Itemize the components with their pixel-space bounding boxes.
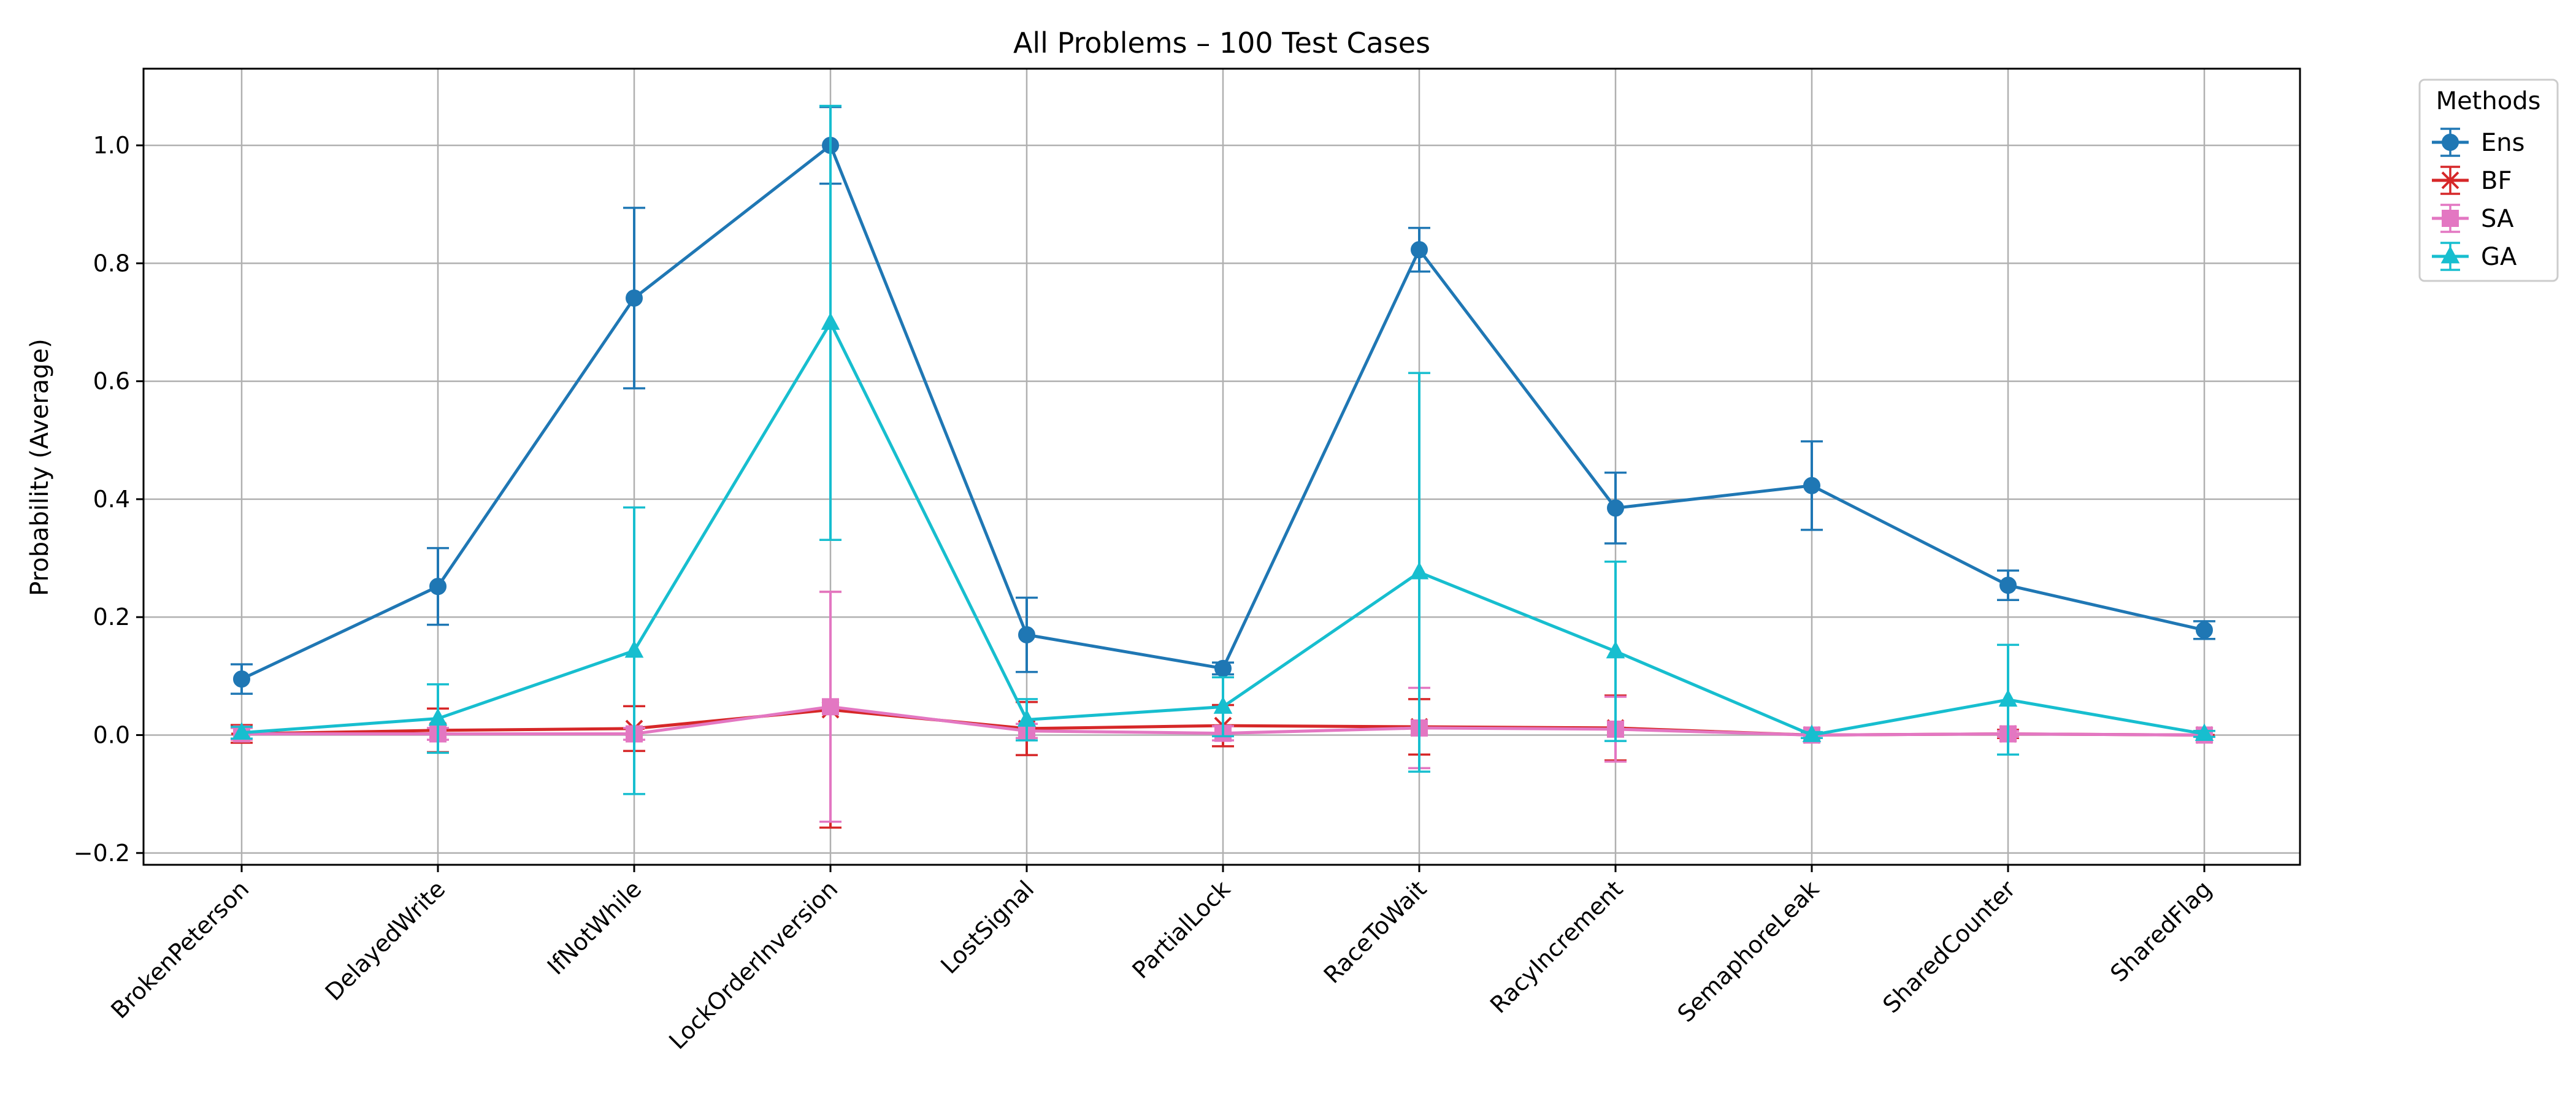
legend-marker-ens (2442, 134, 2459, 151)
legend-marker-bf (2440, 171, 2461, 190)
axes: −0.2 0.0 0.2 0.4 0.6 0.8 1.0 BrokenPeterson Dela… (74, 132, 2217, 1054)
x-tick-label: BrokenPeterson (105, 875, 254, 1024)
y-tick-label: 0.8 (93, 250, 130, 277)
x-tick-label: IfNotWhile (542, 875, 647, 980)
legend-item-sa: SA (2432, 204, 2514, 233)
legend-item-ga: GA (2432, 242, 2517, 271)
x-tick-label: SharedCounter (1877, 875, 2020, 1018)
y-tick-label: 0.0 (93, 721, 130, 748)
data-point-ens (1214, 659, 1232, 677)
chart-title: All Problems – 100 Test Cases (1013, 26, 1430, 59)
data-point-ens (429, 578, 447, 596)
data-point-ens (1411, 241, 1428, 259)
legend-items: Ens BF SA GA (2432, 128, 2524, 271)
data-point-ga (821, 312, 840, 330)
legend-marker-ga (2440, 245, 2460, 264)
data-point-ga (1409, 562, 1429, 580)
y-tick-label: 0.6 (93, 368, 130, 395)
legend-label-bf: BF (2481, 167, 2512, 195)
data-point-ens (1607, 499, 1624, 517)
data-point-ens (1999, 577, 2017, 594)
data-point-sa (822, 698, 839, 716)
legend-frame (2418, 79, 2559, 282)
data-point-ens (626, 289, 643, 307)
data-point-ens (1803, 477, 1820, 494)
x-tick-label: RacyIncrement (1485, 875, 1628, 1018)
data-point-ens (1018, 626, 1035, 644)
legend-label-sa: SA (2481, 205, 2514, 233)
plot-area (142, 67, 2301, 866)
x-tick-label: DelayedWrite (320, 875, 451, 1006)
data-point-ga (1998, 689, 2018, 707)
data-point-ga (2195, 723, 2214, 741)
data-point-ga (624, 640, 644, 658)
series-ga (231, 104, 2215, 795)
y-axis-label: Probability (Average) (26, 339, 54, 596)
y-tick-label: −0.2 (74, 840, 130, 867)
data-point-ga (428, 708, 448, 726)
legend-label-ga: GA (2481, 243, 2517, 271)
y-tick-label: 0.2 (93, 604, 130, 631)
data-point-ga (232, 722, 251, 740)
x-tick-label: LockOrderInversion (664, 875, 843, 1054)
x-tick-label: SharedFlag (2105, 875, 2217, 987)
series-ens (231, 105, 2215, 695)
data-point-ens (233, 670, 250, 688)
x-tick-label: SemaphoreLeak (1672, 875, 1824, 1027)
y-tick-label: 1.0 (93, 132, 130, 159)
x-tick-label: PartialLock (1127, 875, 1236, 984)
x-tick-label: LostSignal (935, 875, 1039, 979)
legend-item-ens: Ens (2432, 128, 2524, 157)
legend-item-bf: BF (2432, 166, 2512, 195)
data-point-ga (1802, 724, 1822, 742)
data-point-ens (2196, 621, 2213, 639)
y-tick-label: 0.4 (93, 486, 130, 513)
legend: Methods Ens BF SA GA (2418, 79, 2559, 282)
legend-label-ens: Ens (2481, 129, 2524, 157)
x-tick-label: RaceToWait (1319, 875, 1432, 989)
data-point-ga (1606, 640, 1625, 659)
legend-title: Methods (2436, 87, 2541, 115)
series-layer (231, 104, 2215, 829)
legend-marker-sa (2442, 210, 2459, 227)
data-point-ga (1017, 709, 1037, 727)
data-point-ga (1213, 696, 1233, 714)
